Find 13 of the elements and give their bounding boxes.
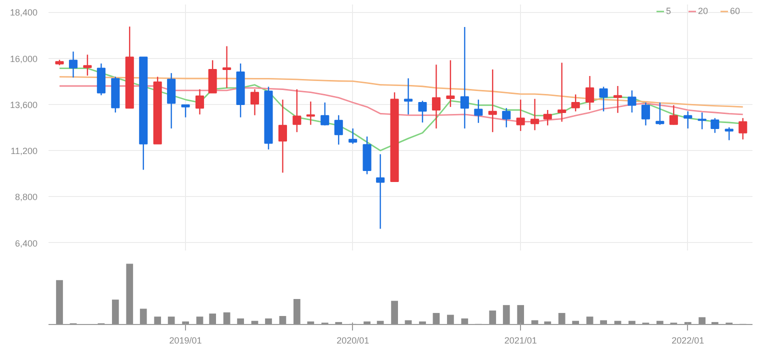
y-tick-label: 13,600 <box>10 100 38 110</box>
x-tick-label: 2019/01 <box>169 336 202 346</box>
legend-label: 60 <box>730 6 742 16</box>
y-tick-label: 6,400 <box>14 238 38 248</box>
y-tick-label: 8,800 <box>14 192 38 202</box>
legend-label: 5 <box>666 6 672 16</box>
x-tick-label: 2020/01 <box>336 336 370 346</box>
x-tick-label: 2021/01 <box>504 336 537 346</box>
y-tick-label: 11,200 <box>10 146 38 156</box>
y-tick-label: 16,000 <box>10 54 38 64</box>
x-tick-label: 2022/01 <box>672 336 704 346</box>
legend-label: 20 <box>698 6 710 16</box>
y-tick-label: 18,400 <box>10 8 38 18</box>
